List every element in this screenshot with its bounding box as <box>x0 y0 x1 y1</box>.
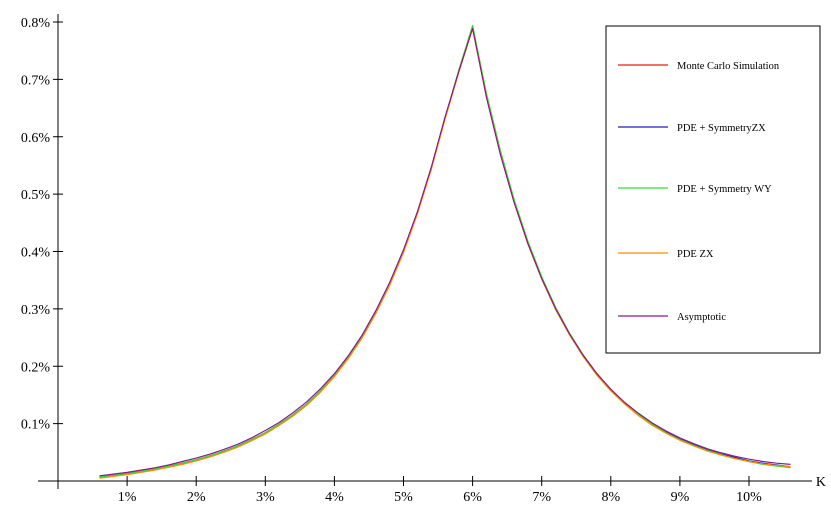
y-tick-label: 0.7% <box>21 73 51 88</box>
legend-label-4: PDE ZX <box>677 249 714 260</box>
legend-box <box>605 25 821 354</box>
y-tick-label: 0.2% <box>21 360 51 375</box>
y-tick-label: 0.4% <box>21 246 51 261</box>
legend-label-5: Asymptotic <box>677 312 726 323</box>
y-tick-label: 0.6% <box>21 131 51 146</box>
x-tick-label: 10% <box>736 490 762 505</box>
legend: Monte Carlo Simulation PDE + SymmetryZX PD… <box>605 25 821 354</box>
x-tick-label: 7% <box>532 490 551 505</box>
y-tick-label: 0.5% <box>21 188 51 203</box>
x-axis-title: K <box>816 475 826 490</box>
legend-items: Monte Carlo Simulation PDE + SymmetryZX PD… <box>618 61 780 323</box>
y-ticks: 0.1% 0.2% 0.3% 0.4% 0.5% 0.6% 0.7% 0.8% <box>21 16 63 433</box>
series-line-5 <box>99 27 791 477</box>
series-line-4 <box>99 28 791 479</box>
axes: 1% 2% 3% 4% 5% 6% 7% 8% 9% 10% 0.1%0.2%0.3%0.4%0.… <box>21 14 826 505</box>
legend-label-1: Monte Carlo Simulation <box>677 61 780 72</box>
y-tick-label: 0.3% <box>21 303 51 318</box>
x-tick-label: 4% <box>325 490 344 505</box>
x-ticks: 1% 2% 3% 4% 5% 6% 7% 8% 9% 10% <box>118 476 762 505</box>
y-tick-label: 0.8% <box>21 16 51 31</box>
x-tick-label: 2% <box>187 490 206 505</box>
legend-label-2: PDE + SymmetryZX <box>677 123 766 134</box>
x-tick-label: 1% <box>118 490 137 505</box>
x-tick-label: 9% <box>671 490 690 505</box>
x-tick-label: 3% <box>256 490 275 505</box>
x-tick-label: 6% <box>463 490 482 505</box>
series-lines <box>99 24 791 479</box>
y-tick-label: 0.1% <box>21 418 51 433</box>
x-tick-label: 8% <box>601 490 620 505</box>
legend-label-3: PDE + Symmetry WY <box>677 184 772 195</box>
x-tick-label: 5% <box>394 490 413 505</box>
